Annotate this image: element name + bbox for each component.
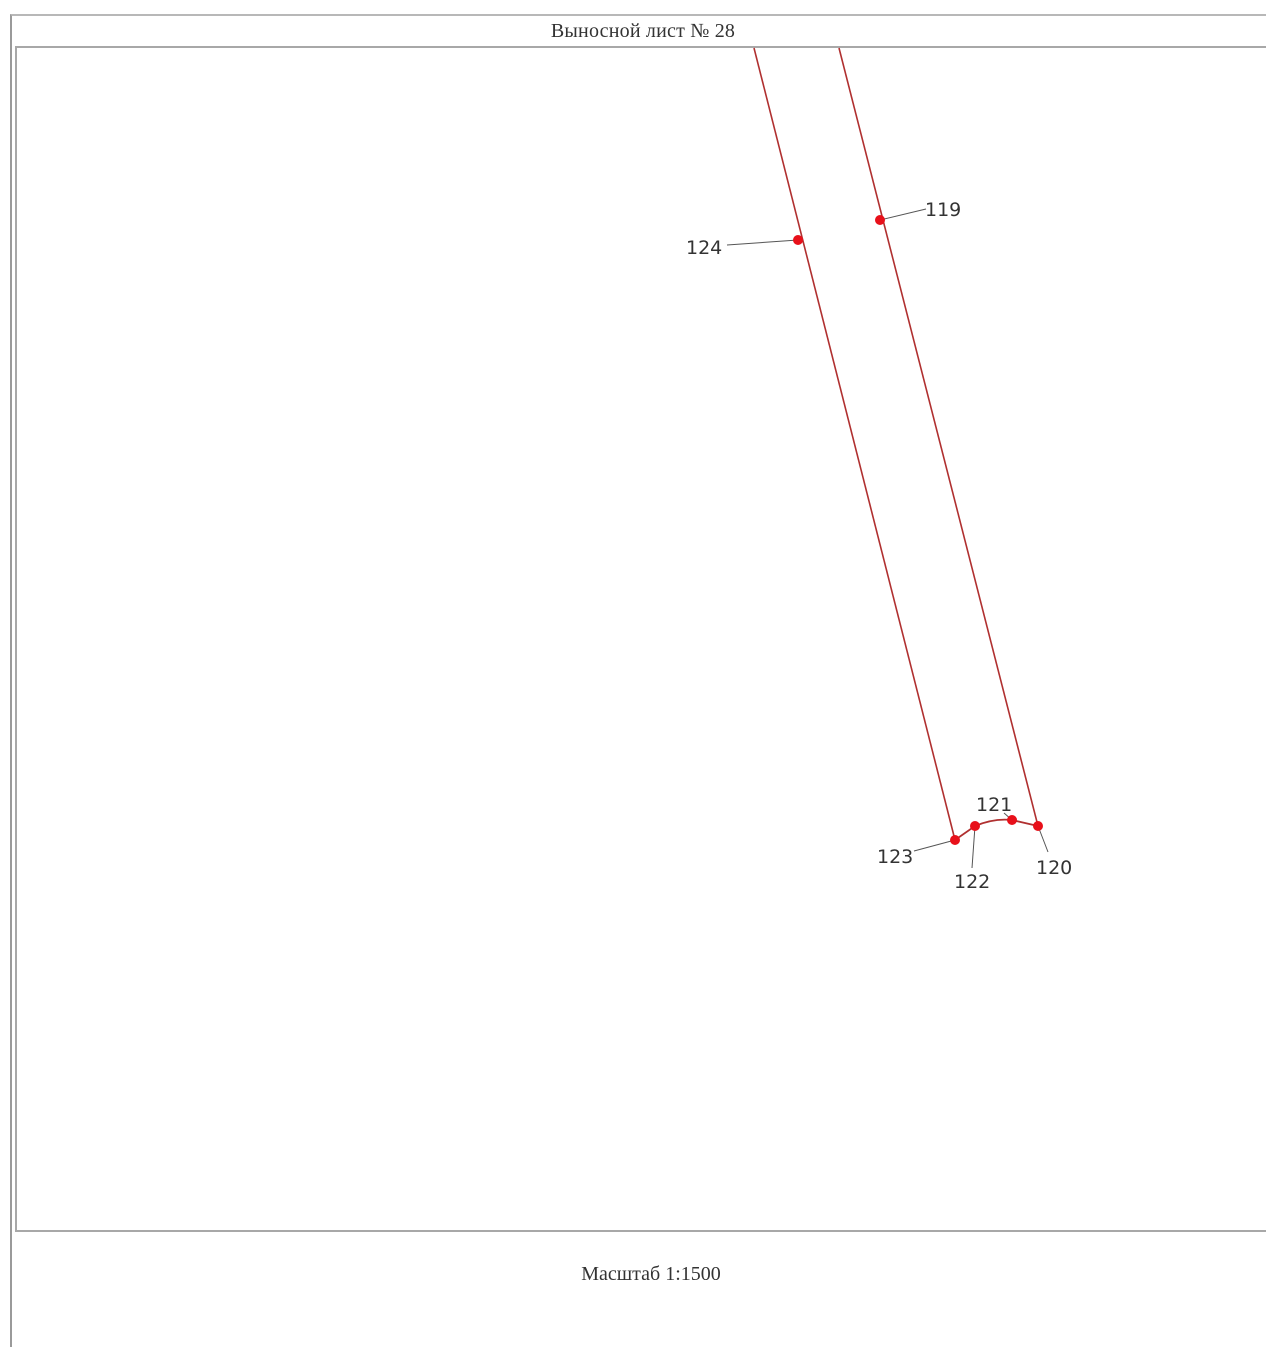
point-label-119: 119 bbox=[925, 199, 961, 221]
point-label-122: 122 bbox=[954, 871, 990, 893]
sheet-frame bbox=[10, 14, 1266, 1347]
point-label-121: 121 bbox=[976, 794, 1012, 816]
point-123 bbox=[950, 835, 960, 845]
point-label-124: 124 bbox=[686, 237, 722, 259]
point-122 bbox=[970, 821, 980, 831]
leader-line-119 bbox=[879, 208, 927, 221]
scale-label: Масштаб 1:1500 bbox=[581, 1263, 721, 1285]
point-119 bbox=[875, 215, 885, 225]
point-label-120: 120 bbox=[1036, 857, 1072, 879]
map-frame bbox=[15, 46, 1266, 1232]
point-label-123: 123 bbox=[877, 846, 913, 868]
boundary-line-left bbox=[753, 47, 956, 841]
boundary-arc-bottom bbox=[954, 818, 1039, 841]
leader-line-124 bbox=[726, 239, 799, 246]
leader-line-122 bbox=[971, 825, 976, 869]
point-121 bbox=[1007, 815, 1017, 825]
leader-line-123 bbox=[913, 839, 956, 852]
point-120 bbox=[1033, 821, 1043, 831]
boundary-line-right bbox=[838, 47, 1039, 827]
sheet-title: Выносной лист № 28 bbox=[550, 20, 736, 42]
point-124 bbox=[793, 235, 803, 245]
